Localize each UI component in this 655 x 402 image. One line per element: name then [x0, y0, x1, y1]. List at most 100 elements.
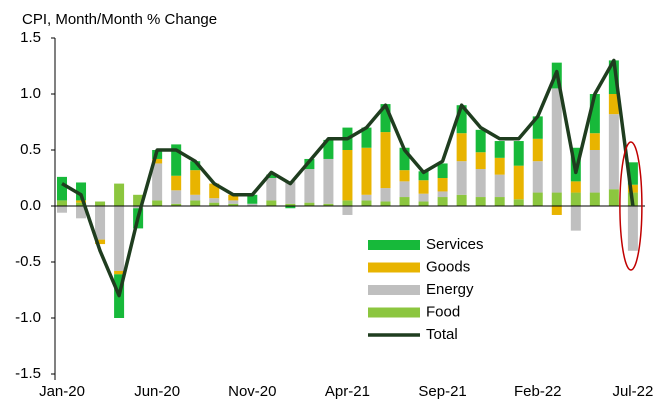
- bar-segment: [513, 199, 524, 206]
- bar-segment: [228, 200, 239, 204]
- bar-segment: [114, 183, 125, 206]
- bar-segment: [399, 147, 410, 171]
- bar-segment: [456, 161, 467, 195]
- bar-segment: [608, 94, 619, 115]
- bar-segment: [627, 162, 638, 185]
- bar-segment: [589, 150, 600, 193]
- bar-segment: [361, 194, 372, 201]
- bar-segment: [209, 202, 220, 206]
- bar-segment: [152, 158, 163, 164]
- x-tick-label: Feb-22: [514, 383, 562, 400]
- bar-segment: [361, 147, 372, 195]
- legend-label: Energy: [426, 281, 474, 298]
- bar-segment: [323, 203, 334, 206]
- bar-segment: [418, 201, 429, 206]
- bar-segment: [285, 203, 296, 206]
- bar-segment: [380, 188, 391, 202]
- bar-segment: [95, 206, 106, 240]
- bar-segment: [627, 206, 638, 251]
- bar-segment: [513, 141, 524, 166]
- x-tick-label: Jul-22: [612, 383, 653, 400]
- bar-segment: [114, 206, 125, 271]
- bar-segment: [589, 192, 600, 206]
- bar-segment: [209, 198, 220, 203]
- y-tick-label: 1.0: [20, 85, 41, 102]
- bar-segment: [532, 116, 543, 139]
- bar-segment: [76, 200, 87, 203]
- bar-segment: [266, 178, 277, 201]
- bar-segment: [342, 200, 353, 206]
- bar-segment: [323, 139, 334, 159]
- bar-segment: [57, 200, 67, 206]
- legend-swatch: [368, 240, 420, 250]
- bar-segment: [190, 170, 201, 195]
- bar-segment: [513, 165, 524, 200]
- bar-segment: [608, 60, 619, 94]
- bar-segment: [266, 174, 277, 178]
- bar-segment: [551, 192, 562, 206]
- bar-segment: [247, 203, 258, 206]
- bar-segment: [551, 206, 562, 215]
- bar-segment: [475, 129, 486, 153]
- bar-segment: [76, 202, 87, 206]
- bar-segment: [456, 194, 467, 206]
- bar-segment: [570, 206, 581, 231]
- bar-segment: [494, 157, 505, 175]
- bar-segment: [456, 133, 467, 162]
- bar-segment: [342, 150, 353, 201]
- bar-segment: [133, 206, 144, 209]
- bar-segment: [171, 203, 182, 206]
- bar-segment: [323, 158, 334, 204]
- x-tick-label: Apr-21: [325, 383, 370, 400]
- bar-segment: [437, 163, 448, 178]
- bar-segment: [57, 176, 67, 201]
- x-tick-label: Nov-20: [228, 383, 276, 400]
- bar-segment: [133, 194, 144, 206]
- bar-segment: [228, 194, 239, 201]
- y-tick-label: -0.5: [15, 253, 41, 270]
- bar-segment: [304, 169, 315, 203]
- bar-segment: [475, 152, 486, 170]
- bar-segment: [627, 184, 638, 193]
- legend-label: Total: [426, 326, 458, 343]
- bar-segment: [456, 105, 467, 134]
- bar-segment: [418, 180, 429, 194]
- bar-segment: [418, 193, 429, 202]
- x-tick-label: Jun-20: [134, 383, 180, 400]
- bar-segment: [589, 133, 600, 150]
- bar-segment: [532, 138, 543, 162]
- y-tick-label: 0.5: [20, 141, 41, 158]
- y-tick-label: 0.0: [20, 197, 41, 214]
- bar-segment: [190, 194, 201, 201]
- bar-segment: [437, 191, 448, 198]
- bar-segment: [171, 144, 182, 176]
- bar-segment: [361, 127, 372, 148]
- bar-segment: [608, 189, 619, 206]
- bar-segment: [475, 197, 486, 206]
- bar-segment: [152, 200, 163, 206]
- bar-segment: [76, 206, 87, 219]
- highlight-ellipse: [619, 141, 643, 271]
- bar-segment: [76, 182, 87, 201]
- legend-swatch: [368, 285, 420, 295]
- bar-segment: [380, 104, 391, 133]
- bar-segment: [380, 132, 391, 189]
- bar-segment: [399, 197, 410, 206]
- bar-segment: [171, 190, 182, 204]
- bar-segment: [399, 170, 410, 182]
- bar-segment: [114, 270, 125, 275]
- bar-segment: [380, 201, 391, 206]
- bar-segment: [532, 161, 543, 193]
- bar-segment: [342, 206, 353, 215]
- bar-segment: [494, 174, 505, 198]
- bar-segment: [589, 94, 600, 134]
- bar-segment: [171, 175, 182, 191]
- bar-segment: [437, 197, 448, 206]
- x-tick-label: Jan-20: [39, 383, 85, 400]
- bar-segment: [285, 181, 296, 204]
- bar-segment: [190, 161, 201, 171]
- bar-segment: [570, 181, 581, 193]
- bar-segment: [266, 200, 277, 206]
- bar-segment: [190, 200, 201, 206]
